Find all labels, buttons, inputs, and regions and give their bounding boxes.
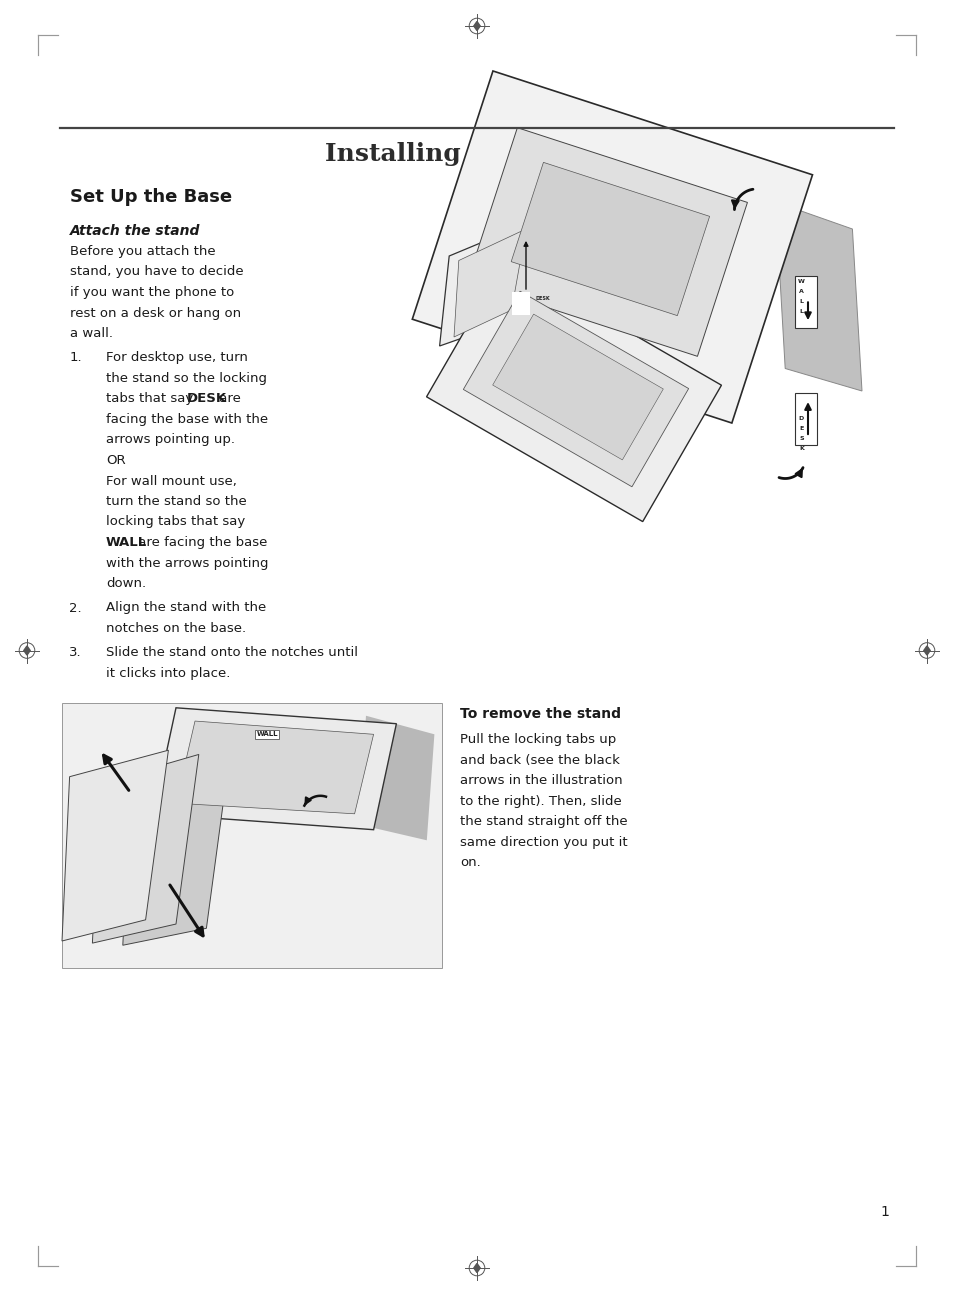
Text: E: E (799, 427, 802, 432)
Polygon shape (439, 220, 535, 346)
Text: a wall.: a wall. (70, 327, 112, 340)
Text: to the right). Then, slide: to the right). Then, slide (459, 795, 621, 808)
Polygon shape (492, 314, 662, 461)
Text: arrows pointing up.: arrows pointing up. (106, 433, 234, 446)
Text: 3.: 3. (70, 647, 82, 660)
Text: the stand straight off the: the stand straight off the (459, 816, 627, 829)
Text: For wall mount use,: For wall mount use, (106, 475, 236, 488)
Text: W: W (797, 278, 804, 284)
Bar (794, 393, 816, 445)
Text: DESK: DESK (187, 393, 227, 406)
Text: Attach the stand: Attach the stand (70, 224, 200, 238)
Text: same direction you put it: same direction you put it (459, 837, 627, 850)
Text: To remove the stand: To remove the stand (459, 708, 620, 722)
Text: and back (see the black: and back (see the black (459, 755, 619, 768)
Polygon shape (775, 202, 862, 392)
Polygon shape (358, 716, 434, 840)
Text: S: S (799, 436, 802, 441)
Polygon shape (153, 708, 396, 830)
Text: WALL: WALL (106, 536, 147, 549)
Text: rest on a desk or hang on: rest on a desk or hang on (70, 307, 241, 320)
Text: Set Up the Base: Set Up the Base (70, 189, 232, 206)
Text: Before you attach the: Before you attach the (70, 245, 215, 258)
Polygon shape (92, 755, 198, 943)
Bar (794, 276, 816, 328)
Text: arrows in the illustration: arrows in the illustration (459, 774, 622, 787)
Text: D: D (798, 416, 803, 422)
Polygon shape (123, 758, 229, 946)
Text: DESK: DESK (535, 297, 550, 302)
Text: A: A (798, 289, 803, 294)
Text: notches on the base.: notches on the base. (106, 622, 246, 635)
Text: Align the stand with the: Align the stand with the (106, 601, 266, 614)
Text: 1.: 1. (70, 351, 82, 364)
Text: with the arrows pointing: with the arrows pointing (106, 557, 268, 570)
Text: if you want the phone to: if you want the phone to (70, 286, 234, 299)
Text: on.: on. (459, 856, 480, 869)
Text: are facing the base: are facing the base (133, 536, 267, 549)
Text: the stand so the locking: the stand so the locking (106, 372, 267, 385)
Polygon shape (467, 127, 746, 356)
Text: stand, you have to decide: stand, you have to decide (70, 265, 243, 278)
Text: tabs that say: tabs that say (106, 393, 197, 406)
Polygon shape (62, 751, 169, 941)
Text: Installing Your Phone: Installing Your Phone (324, 142, 629, 167)
Text: 2.: 2. (70, 601, 82, 614)
Polygon shape (454, 229, 525, 337)
Polygon shape (474, 21, 479, 30)
Text: Pull the locking tabs up: Pull the locking tabs up (459, 734, 616, 747)
Text: 1: 1 (880, 1205, 888, 1219)
Polygon shape (474, 1263, 479, 1272)
Text: turn the stand so the: turn the stand so the (106, 494, 247, 507)
Text: WALL: WALL (256, 731, 277, 738)
Text: it clicks into place.: it clicks into place. (106, 667, 230, 680)
Polygon shape (923, 645, 929, 656)
Text: L: L (799, 299, 802, 303)
Text: L: L (799, 308, 802, 314)
Text: For desktop use, turn: For desktop use, turn (106, 351, 248, 364)
Text: K: K (798, 446, 803, 451)
Polygon shape (412, 72, 812, 423)
Text: Slide the stand onto the notches until: Slide the stand onto the notches until (106, 647, 357, 660)
Polygon shape (426, 260, 720, 522)
Text: facing the base with the: facing the base with the (106, 412, 268, 425)
Polygon shape (24, 645, 30, 656)
Bar (62, 703, 441, 968)
Text: OR: OR (106, 454, 126, 467)
Polygon shape (511, 163, 709, 316)
Text: are: are (215, 393, 241, 406)
Bar (511, 293, 529, 315)
Polygon shape (175, 721, 374, 814)
Text: down.: down. (106, 578, 146, 589)
Polygon shape (463, 291, 688, 487)
Text: locking tabs that say: locking tabs that say (106, 515, 245, 528)
